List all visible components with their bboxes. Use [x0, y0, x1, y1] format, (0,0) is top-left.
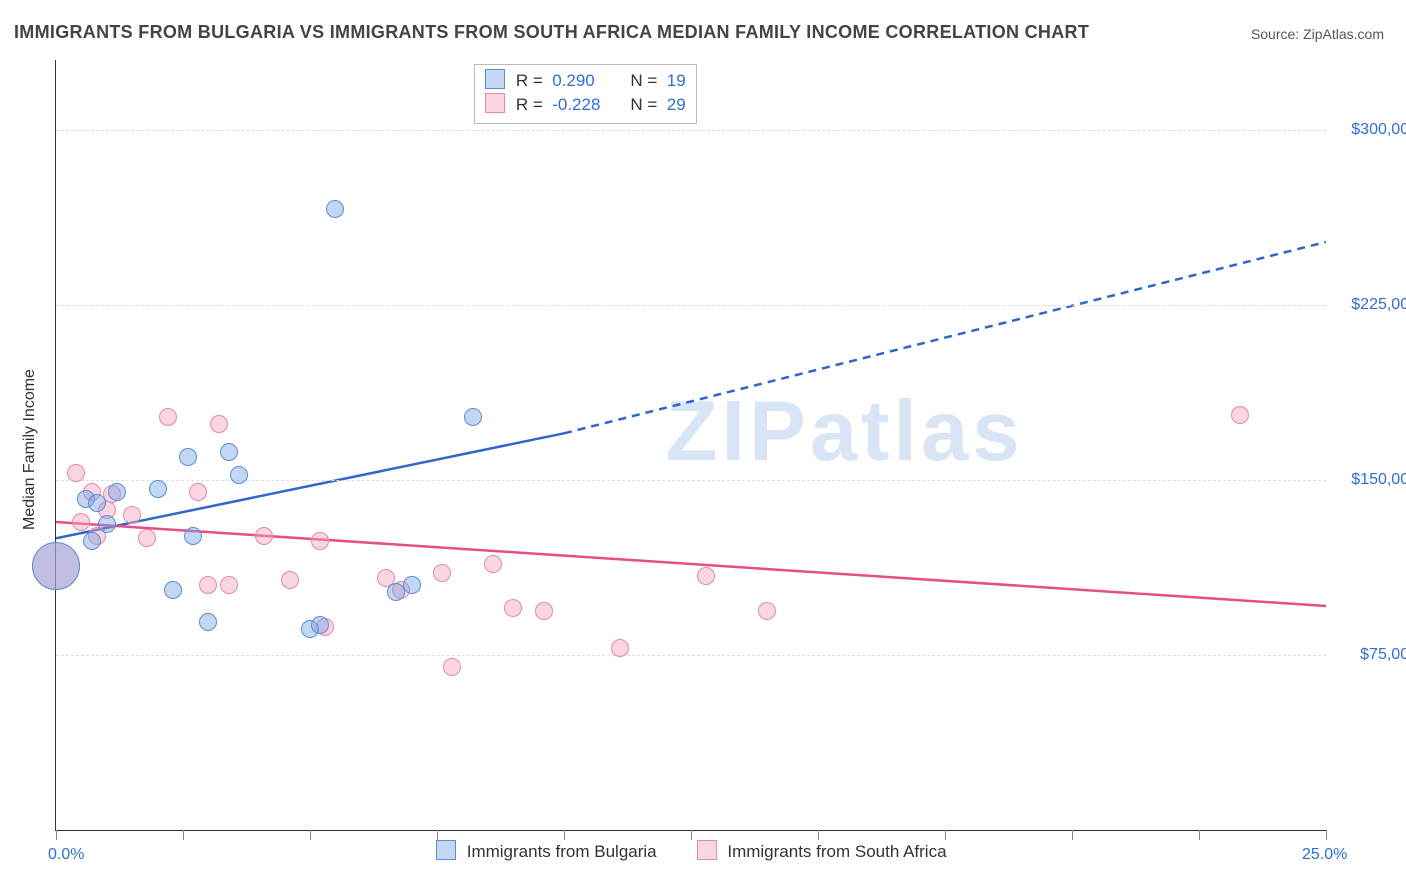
x-tick: [564, 830, 565, 840]
scatter-point-bulgaria: [403, 576, 421, 594]
scatter-point-bulgaria: [88, 494, 106, 512]
x-tick: [437, 830, 438, 840]
trend-line-bulgaria-extrapolated: [564, 242, 1326, 433]
series-legend-a: Immigrants from Bulgaria: [436, 840, 657, 862]
stat-label-r: R =: [516, 93, 548, 117]
stat-value-r-b: -0.228: [552, 93, 616, 117]
scatter-point-south_africa: [697, 567, 715, 585]
stat-value-n-a: 19: [667, 69, 686, 93]
y-tick-label: $225,000: [1338, 296, 1406, 314]
trend-lines-layer: [56, 60, 1326, 830]
scatter-point-bulgaria: [32, 542, 80, 590]
scatter-point-south_africa: [611, 639, 629, 657]
x-tick: [1199, 830, 1200, 840]
scatter-point-south_africa: [199, 576, 217, 594]
series-legend: Immigrants from Bulgaria Immigrants from…: [436, 840, 947, 862]
scatter-point-bulgaria: [149, 480, 167, 498]
scatter-point-south_africa: [159, 408, 177, 426]
scatter-point-bulgaria: [83, 532, 101, 550]
scatter-point-south_africa: [138, 529, 156, 547]
stat-label-r: R =: [516, 69, 548, 93]
y-tick-label: $150,000: [1338, 471, 1406, 489]
legend-swatch-b: [485, 93, 505, 113]
gridline-h: [56, 480, 1326, 481]
scatter-point-bulgaria: [230, 466, 248, 484]
plot-area: ZIPatlas $75,000$150,000$225,000$300,000…: [55, 60, 1326, 831]
scatter-point-south_africa: [443, 658, 461, 676]
scatter-point-south_africa: [535, 602, 553, 620]
y-tick-label: $300,000: [1338, 121, 1406, 139]
scatter-point-south_africa: [255, 527, 273, 545]
source-attribution: Source: ZipAtlas.com: [1251, 26, 1384, 42]
y-axis-label: Median Family Income: [21, 369, 39, 530]
x-tick-label: 25.0%: [1302, 846, 1347, 864]
scatter-point-bulgaria: [220, 443, 238, 461]
scatter-point-south_africa: [758, 602, 776, 620]
scatter-point-south_africa: [311, 532, 329, 550]
stats-legend: R = 0.290 N = 19 R = -0.228 N = 29: [474, 64, 697, 124]
stat-value-n-b: 29: [667, 93, 686, 117]
legend-swatch-a: [485, 69, 505, 89]
scatter-point-south_africa: [281, 571, 299, 589]
legend-swatch-b: [697, 840, 717, 860]
chart-title: IMMIGRANTS FROM BULGARIA VS IMMIGRANTS F…: [14, 22, 1089, 43]
x-tick: [310, 830, 311, 840]
x-tick: [691, 830, 692, 840]
scatter-point-bulgaria: [199, 613, 217, 631]
scatter-point-bulgaria: [108, 483, 126, 501]
stat-label-n: N =: [621, 93, 662, 117]
stat-value-r-a: 0.290: [552, 69, 616, 93]
y-tick-label: $75,000: [1338, 646, 1406, 664]
scatter-point-south_africa: [189, 483, 207, 501]
trend-line-south-africa: [56, 522, 1326, 606]
chart-container: IMMIGRANTS FROM BULGARIA VS IMMIGRANTS F…: [0, 0, 1406, 892]
scatter-point-south_africa: [67, 464, 85, 482]
x-tick: [1326, 830, 1327, 840]
x-tick: [818, 830, 819, 840]
scatter-point-bulgaria: [164, 581, 182, 599]
x-tick: [945, 830, 946, 840]
stats-legend-row-a: R = 0.290 N = 19: [485, 69, 686, 93]
scatter-point-south_africa: [504, 599, 522, 617]
gridline-h: [56, 305, 1326, 306]
x-tick: [183, 830, 184, 840]
gridline-h: [56, 130, 1326, 131]
legend-swatch-a: [436, 840, 456, 860]
scatter-point-bulgaria: [311, 616, 329, 634]
series-label-a: Immigrants from Bulgaria: [467, 842, 657, 861]
x-tick-label: 0.0%: [48, 846, 84, 864]
x-tick: [1072, 830, 1073, 840]
scatter-point-bulgaria: [326, 200, 344, 218]
series-legend-b: Immigrants from South Africa: [697, 840, 947, 862]
scatter-point-bulgaria: [179, 448, 197, 466]
watermark-text: ZIPatlas: [666, 383, 1024, 481]
stats-legend-row-b: R = -0.228 N = 29: [485, 93, 686, 117]
scatter-point-south_africa: [210, 415, 228, 433]
gridline-h: [56, 655, 1326, 656]
scatter-point-south_africa: [484, 555, 502, 573]
series-label-b: Immigrants from South Africa: [727, 842, 946, 861]
scatter-point-south_africa: [72, 513, 90, 531]
scatter-point-south_africa: [123, 506, 141, 524]
scatter-point-bulgaria: [98, 515, 116, 533]
scatter-point-bulgaria: [184, 527, 202, 545]
scatter-point-south_africa: [1231, 406, 1249, 424]
scatter-point-south_africa: [433, 564, 451, 582]
x-tick: [56, 830, 57, 840]
stat-label-n: N =: [621, 69, 662, 93]
scatter-point-south_africa: [220, 576, 238, 594]
scatter-point-bulgaria: [464, 408, 482, 426]
